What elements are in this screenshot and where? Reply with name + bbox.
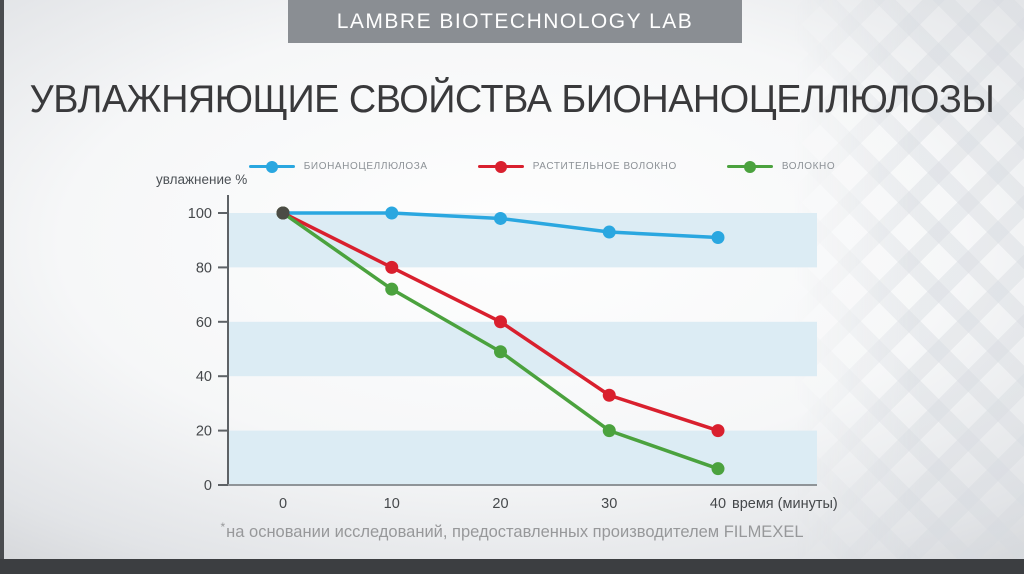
grid-band [228, 430, 817, 485]
footnote-asterisk: * [220, 520, 226, 534]
legend-label: ВОЛОКНО [781, 161, 836, 172]
slide-bottom-edge [0, 559, 1024, 574]
y-tick-label: 20 [196, 424, 212, 440]
legend-marker-dot [743, 160, 756, 173]
data-point [711, 424, 725, 438]
y-tick-label: 100 [188, 206, 212, 222]
page-title: УВЛАЖНЯЮЩИЕ СВОЙСТВА БИОНАНОЦЕЛЛЮЛОЗЫ [29, 78, 995, 121]
legend-marker-dot [265, 160, 278, 173]
grid-bands [228, 213, 817, 485]
data-point [385, 282, 399, 296]
footnote: *на основании исследований, предоставлен… [0, 520, 1024, 542]
data-point [494, 345, 507, 359]
legend-marker [726, 160, 773, 173]
background-diamond-texture [794, 0, 1024, 574]
legend-item-1: РАСТИТЕЛЬНОЕ ВОЛОКНО [477, 160, 677, 173]
x-tick-label: 0 [279, 496, 287, 512]
legend-marker [248, 160, 295, 173]
data-point [602, 225, 616, 239]
chart-legend: БИОНАНОЦЕЛЛЮЛОЗА РАСТИТЕЛЬНОЕ ВОЛОКНО ВОЛО… [60, 160, 1024, 173]
data-point [602, 424, 616, 438]
y-tick-label: 0 [204, 478, 212, 494]
x-tick-label: 30 [601, 496, 617, 512]
legend-item-0: БИОНАНОЦЕЛЛЮЛОЗА [248, 160, 428, 173]
y-tick-label: 40 [196, 369, 212, 385]
series-0 [276, 206, 725, 244]
data-point [385, 260, 399, 274]
x-axis-title: время (минуты) [732, 496, 838, 512]
legend-marker [477, 160, 524, 173]
origin-overlap-dot [276, 206, 290, 220]
legend-marker-dot [494, 160, 507, 173]
data-point [494, 315, 507, 329]
x-tick-label: 10 [384, 496, 400, 512]
legend-label: РАСТИТЕЛЬНОЕ ВОЛОКНО [532, 161, 677, 172]
legend-label: БИОНАНОЦЕЛЛЮЛОЗА [303, 161, 428, 172]
x-tick-label: 40 [710, 496, 726, 512]
footnote-text: на основании исследований, предоставленн… [226, 523, 804, 541]
y-tick-label: 60 [196, 315, 212, 331]
data-point [711, 462, 725, 476]
legend-item-2: ВОЛОКНО [726, 160, 836, 173]
line-chart: 100 80 60 40 20 0 0 10 20 30 40 время (минуты) [188, 195, 838, 512]
lab-banner: LAMBRE BIOTECHNOLOGY LAB [288, 0, 742, 43]
x-tick-label: 20 [492, 496, 508, 512]
data-point [385, 206, 399, 220]
data-point [602, 388, 616, 402]
data-point [494, 211, 507, 225]
y-tick-label: 80 [196, 260, 212, 276]
y-axis-title: увлажнение % [156, 172, 248, 187]
lab-banner-text: LAMBRE BIOTECHNOLOGY LAB [336, 9, 694, 33]
slide-left-edge [0, 0, 4, 574]
data-point [711, 230, 725, 244]
